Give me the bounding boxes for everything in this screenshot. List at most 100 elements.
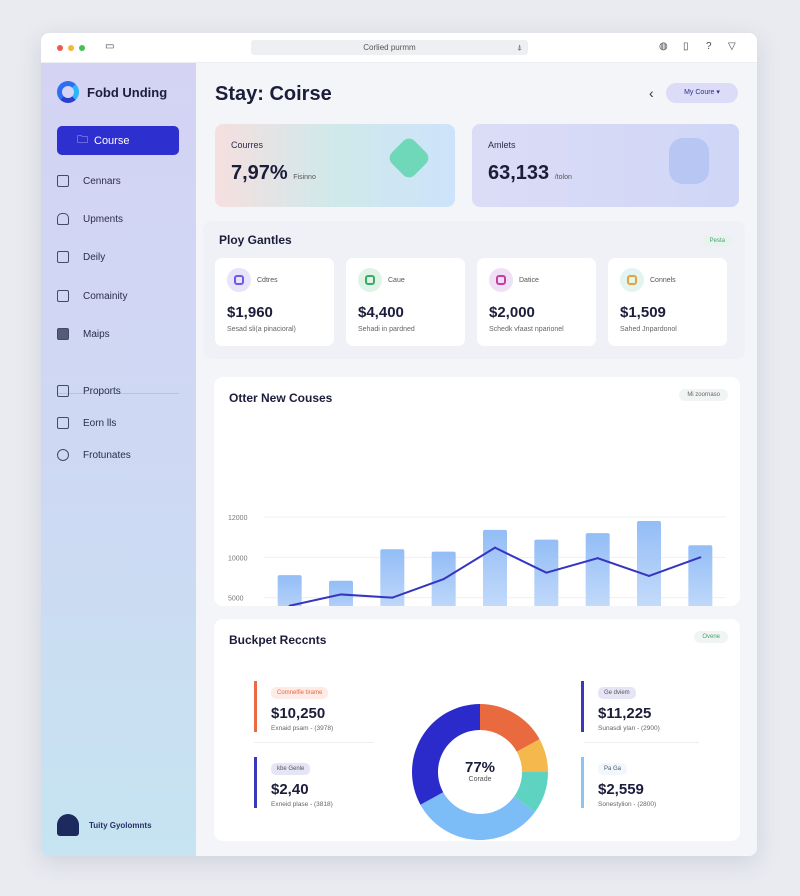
close-button[interactable] (57, 45, 63, 51)
sidebar-item-label: Frotunates (83, 449, 131, 461)
sidebar-item-course[interactable]: 🗀 Course (57, 126, 179, 155)
legend-tag: Ge dviem (598, 687, 636, 699)
kpi-sub: Fisinno (293, 174, 316, 181)
line-point[interactable] (699, 556, 702, 559)
new-courses-panel: Otter New Couses Mi zoornaso 00500010000… (214, 377, 740, 606)
sidebar-item-maips[interactable]: Maips (57, 328, 110, 340)
sidebar-item-cennars[interactable]: Cennars (57, 175, 121, 187)
y-tick-label: 12000 (228, 515, 248, 522)
donut-slice[interactable] (420, 792, 536, 840)
section-title: Buckpet Reccnts (229, 633, 327, 647)
bar[interactable] (483, 529, 507, 606)
filter-icon[interactable]: ▽ (728, 41, 736, 52)
card-label: Caue (388, 276, 405, 284)
copy-icon[interactable]: ▯ (683, 41, 689, 52)
line-point[interactable] (391, 596, 394, 599)
sidebar-item-frotunates[interactable]: Frotunates (57, 449, 131, 461)
stat-card[interactable]: Datice $2,000 Schedk vfaast nparionel (477, 258, 596, 346)
calendar-icon (57, 251, 69, 263)
main-content: Stay: Coirse ‹ My Coure ▾ Courres 7,97% … (196, 63, 757, 856)
clipboard-icon (57, 385, 69, 397)
legend-tag: Comnelfie tirame (271, 687, 329, 699)
legend-value: $11,225 (598, 705, 652, 722)
stat-card[interactable]: Connels $1,509 Sahed Jnpardonol (608, 258, 727, 346)
shield-icon[interactable]: ◍ (659, 41, 668, 52)
legend-value: $10,250 (271, 705, 326, 722)
card-label: Cdtres (257, 276, 278, 284)
line-point[interactable] (442, 578, 445, 581)
donut-slice[interactable] (412, 704, 480, 805)
line-point[interactable] (340, 593, 342, 596)
sidebar-item-eorn-lls[interactable]: Eorn lls (57, 417, 116, 429)
kpi-card-courses: Courres 7,97% Fisinno (215, 124, 455, 207)
card-icon (489, 268, 513, 292)
card-label: Datice (519, 276, 539, 284)
my-course-dropdown[interactable]: My Coure ▾ (666, 83, 738, 103)
panel-chip[interactable]: Pesta (701, 235, 733, 247)
line-point[interactable] (545, 571, 548, 574)
legend-item: Pa Ga $2,559 Sonestylion - (2800) (581, 757, 656, 808)
legend-value: $2,40 (271, 781, 309, 798)
bar[interactable] (329, 580, 353, 606)
sidebar-item-comainity[interactable]: Comainity (57, 290, 127, 302)
brand-logo[interactable]: Fobd Unding (57, 81, 167, 103)
play-games-panel: Ploy Gantles Pesta Cdtres $1,960 Sesad sli… (203, 221, 745, 359)
sidebar-item-label: Comainity (83, 290, 128, 302)
legend-item: Comnelfie tirame $10,250 Exnaid psam - (39… (254, 681, 333, 732)
bar[interactable] (688, 545, 713, 606)
minimize-button[interactable] (68, 45, 74, 51)
user-profile[interactable]: Tuity Gyolomnts (57, 814, 152, 836)
list-icon (57, 328, 69, 340)
dropdown-label: My Coure (684, 89, 715, 96)
donut-slice[interactable] (513, 772, 548, 812)
line-point[interactable] (494, 546, 496, 549)
legend-tag: Pa Ga (598, 763, 628, 775)
budget-panel: Buckpet Reccnts Ovene Comnelfie tirame $1… (214, 619, 740, 841)
sidebar-item-proports[interactable]: Proports (57, 385, 121, 397)
back-chevron-icon[interactable]: ‹ (649, 85, 654, 101)
sidebar-item-deily[interactable]: Deily (57, 251, 105, 263)
sidebar-item-label: Proports (83, 385, 121, 397)
sidebar-item-upments[interactable]: Upments (57, 213, 123, 225)
line-point[interactable] (596, 557, 599, 560)
sidebar-item-label: Deily (83, 251, 106, 263)
browser-window: ▭ Corlied purmm ⍋ ◍ ▯ ? ▽ Fobd Unding 🗀 Co… (41, 33, 757, 856)
divider (584, 742, 699, 743)
sidebar: Fobd Unding 🗀 Course Cennars Upments Deil… (41, 63, 196, 856)
donut-slice[interactable] (516, 739, 548, 772)
legend-item: Ge dviem $11,225 Sunasdi ylan - (2900) (581, 681, 660, 732)
maximize-button[interactable] (79, 45, 85, 51)
donut-chart (412, 704, 548, 840)
help-icon[interactable]: ? (706, 41, 712, 52)
card-sub: Sehadi in pardned (358, 326, 415, 333)
line-point[interactable] (288, 604, 291, 606)
address-bar[interactable]: Corlied purmm ⍋ (251, 40, 528, 55)
kpi-sub: /tolon (554, 174, 572, 181)
donut-slice[interactable] (480, 704, 540, 752)
chart-chip[interactable]: Mi zoornaso (679, 389, 728, 401)
y-tick-label: 5000 (228, 596, 244, 603)
sidebar-toggle-icon[interactable]: ▭ (105, 41, 115, 52)
legend-tag: kbe Genle (271, 763, 311, 775)
card-icon (358, 268, 382, 292)
legend-sub: Sunasdi ylan - (2900) (598, 725, 660, 732)
line-point[interactable] (648, 574, 650, 577)
bar[interactable] (637, 521, 661, 606)
avatar (57, 814, 79, 836)
legend-sub: Exnaid psam - (3978) (271, 725, 334, 732)
share-icon[interactable]: ⍋ (517, 43, 522, 52)
card-value: $4,400 (358, 304, 404, 321)
panel-chip[interactable]: Ovene (694, 631, 728, 643)
card-value: $2,000 (489, 304, 535, 321)
bar[interactable] (277, 575, 302, 606)
stat-card[interactable]: Cdtres $1,960 Sesad sli(a pinacioral) (215, 258, 334, 346)
stat-card[interactable]: Caue $4,400 Sehadi in pardned (346, 258, 465, 346)
sidebar-item-label: Cennars (83, 175, 121, 187)
divider (57, 393, 179, 394)
sidebar-item-label: Upments (83, 213, 124, 225)
card-icon (227, 268, 251, 292)
bar[interactable] (380, 549, 405, 606)
legend-sub: Sonestylion - (2800) (598, 801, 657, 808)
bar[interactable] (585, 533, 610, 606)
brand-name: Fobd Unding (87, 84, 168, 100)
